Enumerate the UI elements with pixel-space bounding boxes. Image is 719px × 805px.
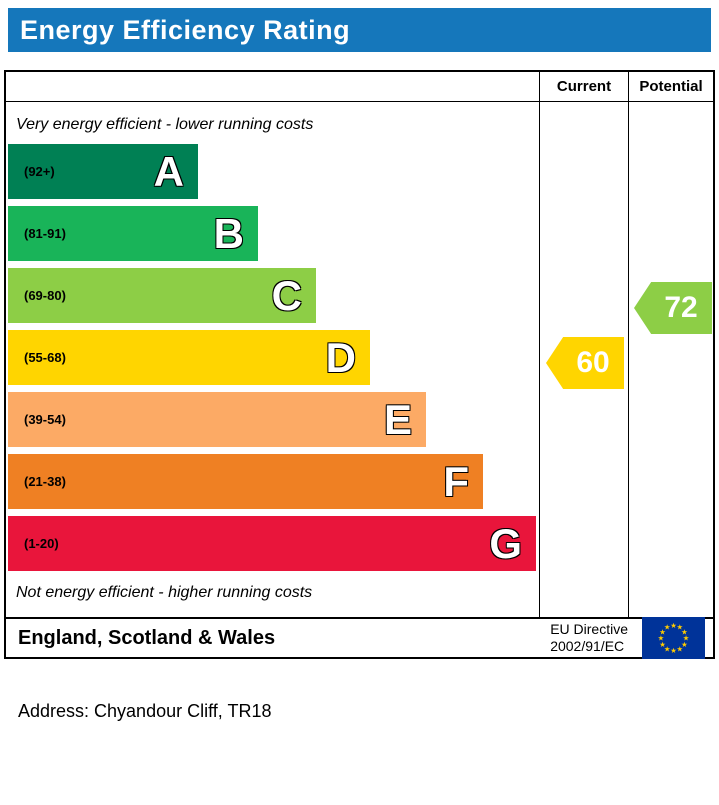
band-d-letter: D	[325, 333, 356, 381]
svg-text:★: ★	[664, 623, 671, 632]
band-b-letter: B	[213, 209, 244, 257]
svg-text:★: ★	[658, 634, 665, 643]
chart-title: Energy Efficiency Rating	[20, 14, 351, 45]
svg-text:★: ★	[677, 623, 684, 632]
band-c-letter: C	[271, 271, 302, 319]
svg-text:★: ★	[683, 634, 690, 643]
band-e-letter: E	[383, 395, 412, 443]
potential-column	[628, 102, 713, 617]
band-c: (69-80) C	[8, 268, 316, 323]
eu-directive-line1: EU Directive	[550, 620, 628, 637]
band-row: (21-38) F	[8, 454, 539, 516]
svg-text:★: ★	[681, 640, 688, 649]
band-c-range: (69-80)	[24, 288, 66, 303]
chart-title-bar: Energy Efficiency Rating	[8, 8, 711, 52]
eu-flag-icon: ★ ★ ★ ★ ★ ★ ★ ★ ★ ★ ★ ★	[642, 617, 705, 659]
svg-text:★: ★	[664, 645, 671, 654]
band-a-letter: A	[153, 147, 184, 195]
bands-area: Very energy efficient - lower running co…	[6, 102, 539, 617]
band-f-range: (21-38)	[24, 474, 66, 489]
potential-rating-marker: 72	[634, 282, 712, 334]
epc-footer: England, Scotland & Wales EU Directive 2…	[6, 617, 713, 659]
band-e: (39-54) E	[8, 392, 426, 447]
svg-text:★: ★	[659, 627, 666, 636]
band-a: (92+) A	[8, 144, 198, 199]
band-g-range: (1-20)	[24, 536, 59, 551]
band-row: (81-91) B	[8, 206, 539, 268]
band-row: (92+) A	[8, 144, 539, 206]
svg-text:★: ★	[677, 645, 684, 654]
column-header-row: Current Potential	[6, 72, 713, 102]
address-text: Address: Chyandour Cliff, TR18	[18, 701, 272, 721]
column-header-spacer	[6, 72, 539, 101]
band-g-letter: G	[489, 519, 522, 567]
svg-text:★: ★	[670, 621, 677, 630]
band-f-letter: F	[443, 457, 469, 505]
bottom-note: Not energy efficient - higher running co…	[16, 584, 313, 601]
band-d: (55-68) D	[8, 330, 370, 385]
current-column	[539, 102, 628, 617]
band-g: (1-20) G	[8, 516, 536, 571]
band-row: (55-68) D	[8, 330, 539, 392]
svg-text:★: ★	[670, 646, 677, 655]
band-f: (21-38) F	[8, 454, 483, 509]
current-rating-value: 60	[576, 346, 610, 379]
potential-rating-value: 72	[664, 291, 698, 324]
svg-text:★: ★	[681, 627, 688, 636]
column-header-current: Current	[539, 72, 628, 101]
epc-body: Very energy efficient - lower running co…	[6, 102, 713, 617]
band-e-range: (39-54)	[24, 412, 66, 427]
svg-text:★: ★	[659, 640, 666, 649]
band-b: (81-91) B	[8, 206, 258, 261]
bands-list: (92+) A (81-91) B (69-80) C	[8, 144, 539, 578]
eu-directive-line2: 2002/91/EC	[550, 638, 625, 654]
band-row: (39-54) E	[8, 392, 539, 454]
region-label: England, Scotland & Wales	[18, 626, 276, 649]
eu-directive-label: EU Directive 2002/91/EC	[550, 621, 628, 656]
top-note: Very energy efficient - lower running co…	[16, 116, 314, 133]
band-d-range: (55-68)	[24, 350, 66, 365]
band-row: (69-80) C	[8, 268, 539, 330]
page: Energy Efficiency Rating Current Potenti…	[4, 8, 715, 721]
band-row: (1-20) G	[8, 516, 539, 578]
band-b-range: (81-91)	[24, 226, 66, 241]
column-header-potential: Potential	[628, 72, 713, 101]
band-a-range: (92+)	[24, 164, 55, 179]
epc-chart: Current Potential Very energy efficient …	[4, 70, 715, 659]
current-rating-marker: 60	[546, 337, 624, 389]
